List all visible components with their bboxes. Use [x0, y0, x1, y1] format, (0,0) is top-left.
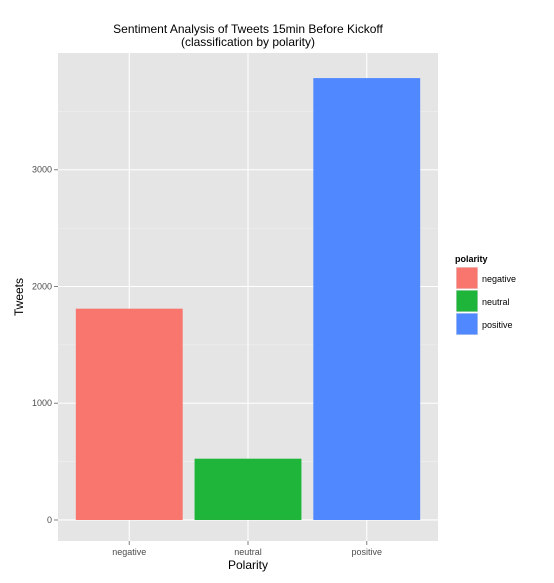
legend-items: negative neutral positive: [456, 267, 516, 335]
legend-swatch-negative: [456, 267, 478, 289]
bar-negative: [75, 308, 183, 520]
legend-label: negative: [482, 274, 516, 284]
y-tick-label: 2000: [32, 281, 52, 291]
y-tick-label: 0: [47, 515, 52, 525]
x-axis-title: Polarity: [228, 558, 268, 572]
legend-label: positive: [482, 320, 513, 330]
y-tick-label: 1000: [32, 398, 52, 408]
legend-swatch-neutral: [456, 290, 478, 312]
x-tick-label: neutral: [234, 547, 262, 557]
chart-subtitle: (classification by polarity): [181, 35, 315, 49]
x-tick-label: positive: [351, 547, 382, 557]
bars: [75, 78, 421, 520]
y-tick-label: 3000: [32, 165, 52, 175]
bar-positive: [313, 78, 421, 520]
legend-title: polarity: [455, 254, 488, 264]
y-axis-title: Tweets: [12, 278, 26, 316]
x-tick-label: negative: [112, 547, 146, 557]
bar-neutral: [194, 458, 302, 520]
legend-swatch-positive: [456, 313, 478, 335]
x-axis-ticks: negative neutral positive: [112, 541, 382, 557]
legend-label: neutral: [482, 297, 510, 307]
chart-title: Sentiment Analysis of Tweets 15min Befor…: [113, 22, 383, 36]
y-axis-ticks: 0 1000 2000 3000: [32, 165, 58, 525]
legend: polarity negative neutral positive: [455, 254, 516, 335]
